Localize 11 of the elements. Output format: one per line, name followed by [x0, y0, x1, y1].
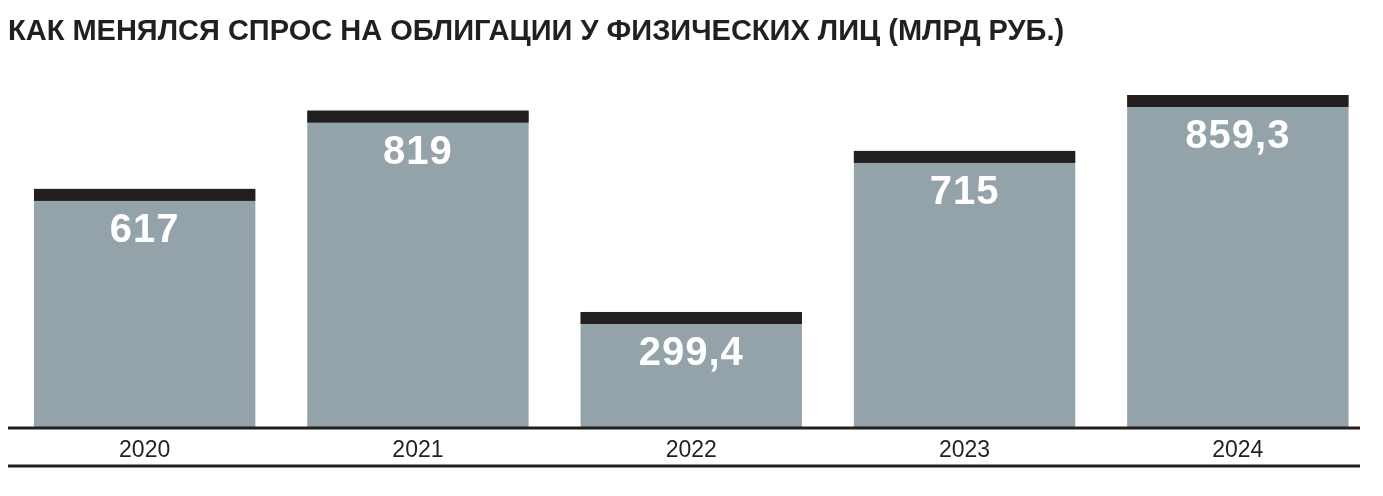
- x-tick-label: 2021: [392, 436, 444, 462]
- data-label: 299,4: [638, 328, 744, 373]
- data-label: 617: [109, 205, 180, 250]
- data-label: 819: [383, 127, 453, 172]
- x-tick-label: 2020: [119, 436, 171, 462]
- data-label: 859,3: [1185, 112, 1291, 156]
- chart-title: КАК МЕНЯЛСЯ СПРОС НА ОБЛИГАЦИИ У ФИЗИЧЕСКИХ ЛИЦ (МЛРД РУБ.): [8, 14, 1065, 46]
- x-tick-label: 2023: [938, 436, 991, 462]
- x-tick-label: 2022: [665, 436, 717, 462]
- data-label: 715: [929, 167, 1000, 212]
- x-tick-label: 2024: [1212, 436, 1264, 462]
